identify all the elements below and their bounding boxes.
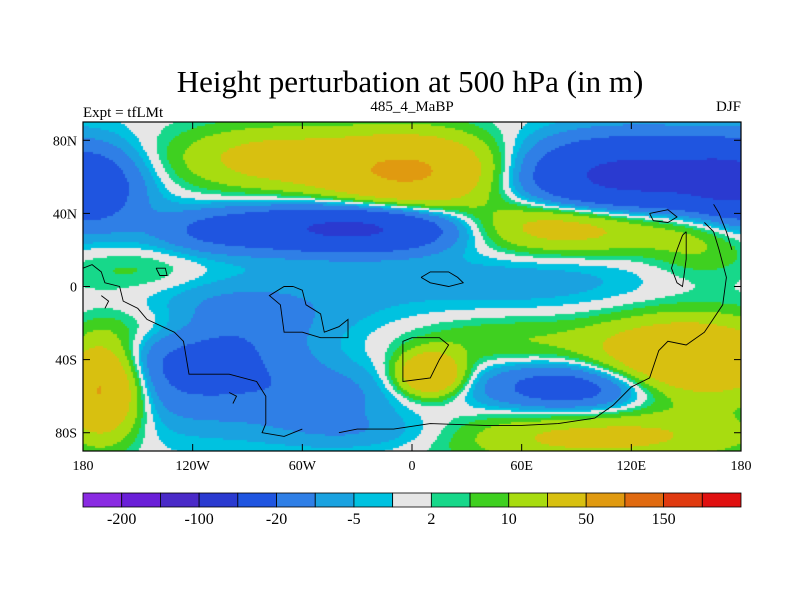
y-tick-label-0: 80N bbox=[53, 134, 77, 149]
colorbar-label-4: 2 bbox=[427, 511, 435, 528]
colorbar-box-15 bbox=[663, 492, 703, 508]
colorbar-label-2: -20 bbox=[266, 511, 287, 528]
right-string: DJF bbox=[716, 99, 741, 115]
center-string: 485_4_MaBP bbox=[370, 99, 453, 115]
axis-ticks: 180 120W 60W 0 60E 120E 180 80N 40N 0 40S 80S bbox=[53, 122, 752, 474]
colorbar-box-6 bbox=[314, 492, 355, 508]
x-tick-label-4: 60E bbox=[510, 459, 533, 474]
y-tick-label-2: 0 bbox=[70, 281, 77, 296]
x-tick-label-2: 60W bbox=[289, 459, 317, 474]
y-tick-label-3: 40S bbox=[55, 354, 77, 369]
map-outlines bbox=[82, 204, 733, 437]
colorbar-box-11 bbox=[508, 492, 548, 508]
x-tick-label-3: 0 bbox=[409, 459, 416, 474]
colorbar-label-7: 150 bbox=[652, 511, 676, 528]
colorbar-label-0: -200 bbox=[107, 511, 136, 528]
plot-area bbox=[83, 122, 741, 451]
left-string: Expt = tfLMt bbox=[83, 105, 164, 121]
coastline-5 bbox=[671, 231, 687, 288]
coastline-10 bbox=[228, 392, 238, 404]
x-tick-label-1: 120W bbox=[176, 459, 211, 474]
coastline-1 bbox=[268, 286, 349, 339]
coastline-9 bbox=[101, 295, 110, 309]
colorbar-box-14 bbox=[624, 492, 664, 508]
colorbar-box-0 bbox=[82, 492, 123, 508]
x-tick-label-0: 180 bbox=[73, 459, 94, 474]
colorbar-box-7 bbox=[353, 492, 394, 508]
colorbar-box-1 bbox=[121, 492, 161, 508]
colorbar-box-9 bbox=[430, 492, 471, 508]
colorbar-box-3 bbox=[198, 492, 239, 508]
colorbar: -200 -100 -20 -5 2 10 50 150 bbox=[82, 492, 742, 528]
colorbar-box-5 bbox=[276, 492, 316, 508]
coastline-6 bbox=[713, 204, 733, 251]
colorbar-box-4 bbox=[237, 492, 277, 508]
colorbar-box-16 bbox=[701, 492, 742, 508]
heatmap-image bbox=[83, 122, 741, 451]
colorbar-box-13 bbox=[585, 492, 626, 508]
y-tick-label-4: 80S bbox=[55, 427, 77, 442]
y-tick-label-1: 40N bbox=[53, 207, 77, 222]
coastline-7 bbox=[649, 209, 678, 223]
coastline-0 bbox=[82, 264, 303, 437]
colorbar-box-8 bbox=[392, 492, 432, 508]
chart-title: Height perturbation at 500 hPa (in m) bbox=[177, 64, 644, 99]
coastline-2 bbox=[402, 337, 450, 383]
colorbar-label-6: 50 bbox=[578, 511, 594, 528]
colorbar-box-2 bbox=[160, 492, 200, 508]
colorbar-label-5: 10 bbox=[501, 511, 517, 528]
colorbar-box-12 bbox=[547, 492, 587, 508]
colorbar-label-3: -5 bbox=[347, 511, 360, 528]
x-tick-label-5: 120E bbox=[617, 459, 647, 474]
coastline-8 bbox=[155, 267, 168, 276]
colorbar-label-1: -100 bbox=[184, 511, 213, 528]
colorbar-box-10 bbox=[469, 492, 510, 508]
coastline-4 bbox=[338, 222, 727, 434]
x-tick-label-6: 180 bbox=[731, 459, 752, 474]
coastline-3 bbox=[420, 271, 465, 287]
